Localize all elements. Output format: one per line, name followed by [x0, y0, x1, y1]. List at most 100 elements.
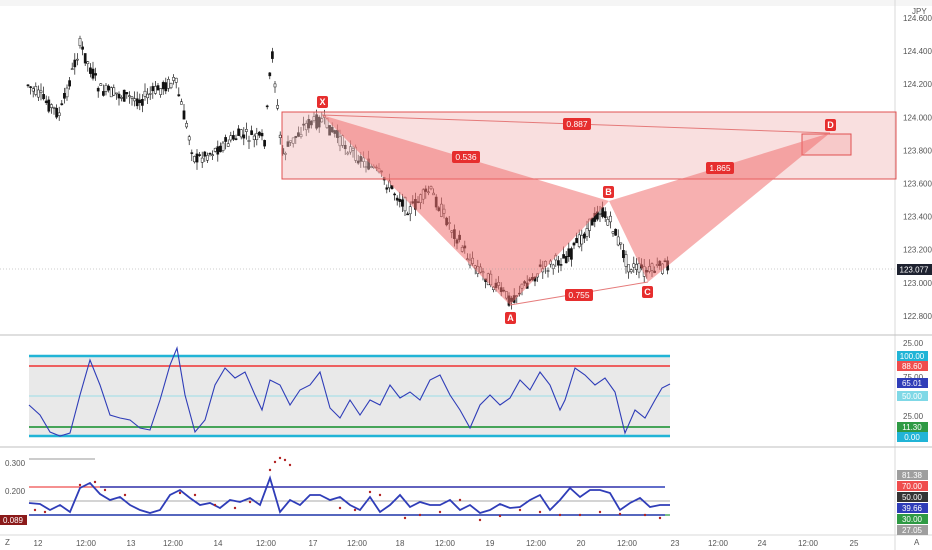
osc-dot	[193, 493, 197, 497]
candle-body	[307, 119, 311, 129]
osc-badge-8138: 81.38	[897, 470, 928, 480]
candle-body	[216, 146, 220, 155]
candle-body	[585, 228, 589, 237]
svg-text:30.00: 30.00	[902, 515, 923, 524]
price-tick: 124.400	[903, 47, 932, 56]
time-tick: 19	[486, 539, 495, 548]
candle-body	[557, 260, 560, 266]
osc-dot	[438, 510, 442, 514]
osc-dot	[518, 508, 522, 512]
osc-dot	[213, 503, 217, 507]
candle-body	[31, 88, 35, 92]
price-axis[interactable]: 124.600 124.400 124.200 124.000 123.800 123.6…	[903, 14, 932, 321]
price-tick: 123.000	[903, 279, 932, 288]
candle-body	[619, 242, 623, 245]
osc-dot	[283, 458, 287, 462]
candle-body	[161, 82, 165, 90]
svg-text:1.865: 1.865	[709, 163, 731, 173]
candle-body	[63, 93, 66, 99]
osc-badge-50: 50.00	[897, 492, 928, 502]
candle-body	[177, 94, 181, 97]
point-x-label: X	[317, 96, 328, 108]
candle-body	[398, 198, 402, 202]
candle-body	[224, 137, 227, 142]
time-axis[interactable]: 12 12:00 13 12:00 14 12:00 17 12:00 18 12:00 19 12:…	[34, 539, 859, 548]
osc-dot	[618, 512, 622, 516]
stoch-tick-25: 25.00	[903, 412, 924, 421]
candle-body	[42, 94, 45, 100]
currency-label: JPY	[912, 7, 927, 16]
candle-body	[343, 144, 347, 150]
candle-body	[317, 116, 321, 128]
stoch-badge-0: 0.00	[897, 432, 928, 442]
candle-body	[135, 98, 139, 107]
svg-text:70.00: 70.00	[902, 482, 923, 491]
candle-body	[128, 95, 131, 97]
candle-body	[304, 123, 308, 131]
candle-body	[130, 96, 134, 99]
osc-dot	[248, 500, 252, 504]
svg-text:A: A	[507, 313, 514, 323]
osc-dot	[458, 498, 462, 502]
ratio-xd: 0.887	[563, 118, 591, 130]
candle-body	[278, 134, 282, 138]
candle-body	[263, 140, 266, 147]
candle-body	[182, 110, 186, 120]
candle-body	[91, 68, 95, 79]
time-tick: 12:00	[435, 539, 456, 548]
time-tick: 12:00	[256, 539, 277, 548]
candle-body	[148, 93, 152, 95]
osc-dot	[43, 510, 47, 514]
stoch-badge-886: 88.60	[897, 361, 928, 371]
time-tick: 24	[758, 539, 767, 548]
point-d-label: D	[825, 119, 836, 131]
candle-body	[99, 83, 103, 86]
ratio-xb: 0.536	[452, 151, 480, 163]
candle-body	[570, 248, 573, 260]
candle-body	[294, 135, 298, 138]
candle-body	[47, 99, 51, 112]
candle-body	[78, 38, 82, 47]
candle-body	[297, 132, 300, 137]
stoch-tick-top: 25.00	[903, 339, 924, 348]
candle-body	[310, 120, 313, 126]
candle-body	[68, 80, 71, 87]
candle-body	[104, 84, 108, 92]
candle-body	[333, 130, 337, 134]
time-tick: 12	[34, 539, 43, 548]
time-axis-right-corner[interactable]: A	[914, 538, 920, 547]
osc-dot	[558, 513, 562, 517]
candle-body	[226, 143, 230, 147]
svg-text:27.05: 27.05	[902, 526, 923, 535]
candle-body	[94, 73, 97, 76]
svg-text:100.00: 100.00	[900, 352, 925, 361]
candle-body	[172, 77, 175, 81]
svg-text:0.089: 0.089	[3, 516, 24, 525]
svg-text:88.60: 88.60	[902, 362, 923, 371]
candle-body	[112, 87, 116, 96]
candle-body	[26, 84, 30, 87]
candle-body	[286, 141, 290, 147]
osc-dot	[33, 508, 37, 512]
candle-body	[562, 254, 565, 259]
candle-body	[362, 157, 365, 162]
candle-body	[577, 234, 581, 247]
osc-dot	[288, 463, 292, 467]
candle-body	[624, 254, 628, 267]
candle-body	[198, 154, 201, 156]
candle-body	[195, 153, 199, 163]
candle-body	[268, 72, 272, 77]
price-tick: 124.000	[903, 113, 932, 122]
time-tick: 25	[850, 539, 859, 548]
time-axis-left-corner[interactable]: Z	[5, 538, 10, 547]
candle-body	[60, 103, 64, 106]
osc-dots	[33, 456, 662, 522]
time-tick: 12:00	[617, 539, 638, 548]
time-tick: 14	[214, 539, 223, 548]
svg-text:81.38: 81.38	[902, 471, 923, 480]
svg-text:65.01: 65.01	[902, 379, 923, 388]
osc-dot	[538, 510, 542, 514]
candle-body	[299, 134, 303, 137]
osc-dot	[418, 513, 422, 517]
